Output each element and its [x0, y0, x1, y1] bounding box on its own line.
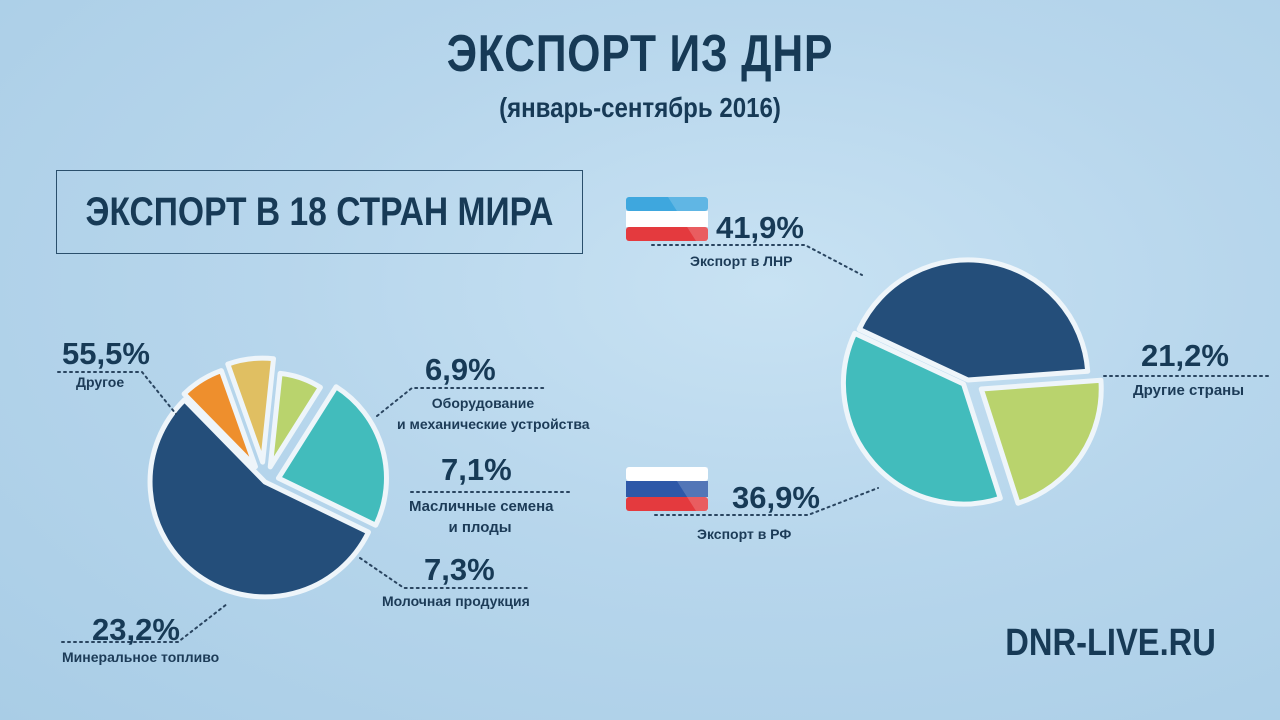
- leader-line-4: [61, 603, 228, 643]
- fuel-percent: 23,2%: [92, 612, 180, 647]
- equipment-label-line1: Оборудование: [431, 395, 535, 411]
- other-countries-label: Другие страны: [1133, 382, 1245, 399]
- leader-lines: [57, 244, 1269, 643]
- other-label: Другое: [76, 374, 125, 390]
- seeds-label-line1: Масличные семена: [409, 498, 554, 515]
- lnr-percent: 41,9%: [716, 210, 804, 245]
- export-countries-label: ЭКСПОРТ В 18 СТРАН МИРА: [85, 189, 554, 234]
- page-subtitle: (январь-сентябрь 2016): [499, 92, 781, 123]
- lnr-label: Экспорт в ЛНР: [690, 253, 793, 269]
- pie-slice-left-2: [225, 355, 276, 465]
- pie-slice-right-0: [856, 257, 1091, 383]
- right-pie-chart: [840, 257, 1104, 507]
- lnr-flag-icon: [626, 197, 708, 248]
- rf-label: Экспорт в РФ: [697, 526, 792, 542]
- pie-slice-left-0: [147, 397, 371, 600]
- rf-percent: 36,9%: [732, 480, 820, 515]
- export-countries-box: ЭКСПОРТ В 18 СТРАН МИРА: [56, 170, 583, 254]
- seeds-label-line2: и плоды: [448, 519, 512, 536]
- seeds-label: Масличные семена и плоды: [409, 496, 554, 538]
- brand-logo: DNR-LIVE.RU: [1005, 622, 1216, 664]
- fuel-label: Минеральное топливо: [62, 649, 220, 665]
- leader-line-7: [654, 487, 879, 516]
- pie-slice-left-4: [275, 384, 389, 528]
- left-pie-chart: [147, 355, 389, 600]
- leader-line-1: [376, 387, 546, 417]
- leader-line-3: [359, 557, 528, 589]
- pie-slice-left-1: [181, 368, 258, 470]
- pie-slice-right-1: [978, 377, 1104, 506]
- page-title: ЭКСПОРТ ИЗ ДНР: [446, 25, 834, 83]
- other-countries-percent: 21,2%: [1141, 338, 1229, 373]
- russia-flag-icon: [626, 467, 708, 518]
- seeds-percent: 7,1%: [441, 452, 512, 487]
- pie-slice-right-2: [840, 330, 1003, 507]
- other-percent: 55,5%: [62, 336, 150, 371]
- equipment-percent: 6,9%: [425, 352, 496, 387]
- dairy-percent: 7,3%: [424, 552, 495, 587]
- leader-line-0: [57, 371, 177, 415]
- dairy-label: Молочная продукция: [382, 593, 530, 609]
- equipment-label: Оборудование и механические устройства: [397, 393, 590, 435]
- leader-line-5: [651, 244, 863, 276]
- equipment-label-line2: и механические устройства: [397, 416, 590, 432]
- pie-slice-left-3: [267, 370, 323, 470]
